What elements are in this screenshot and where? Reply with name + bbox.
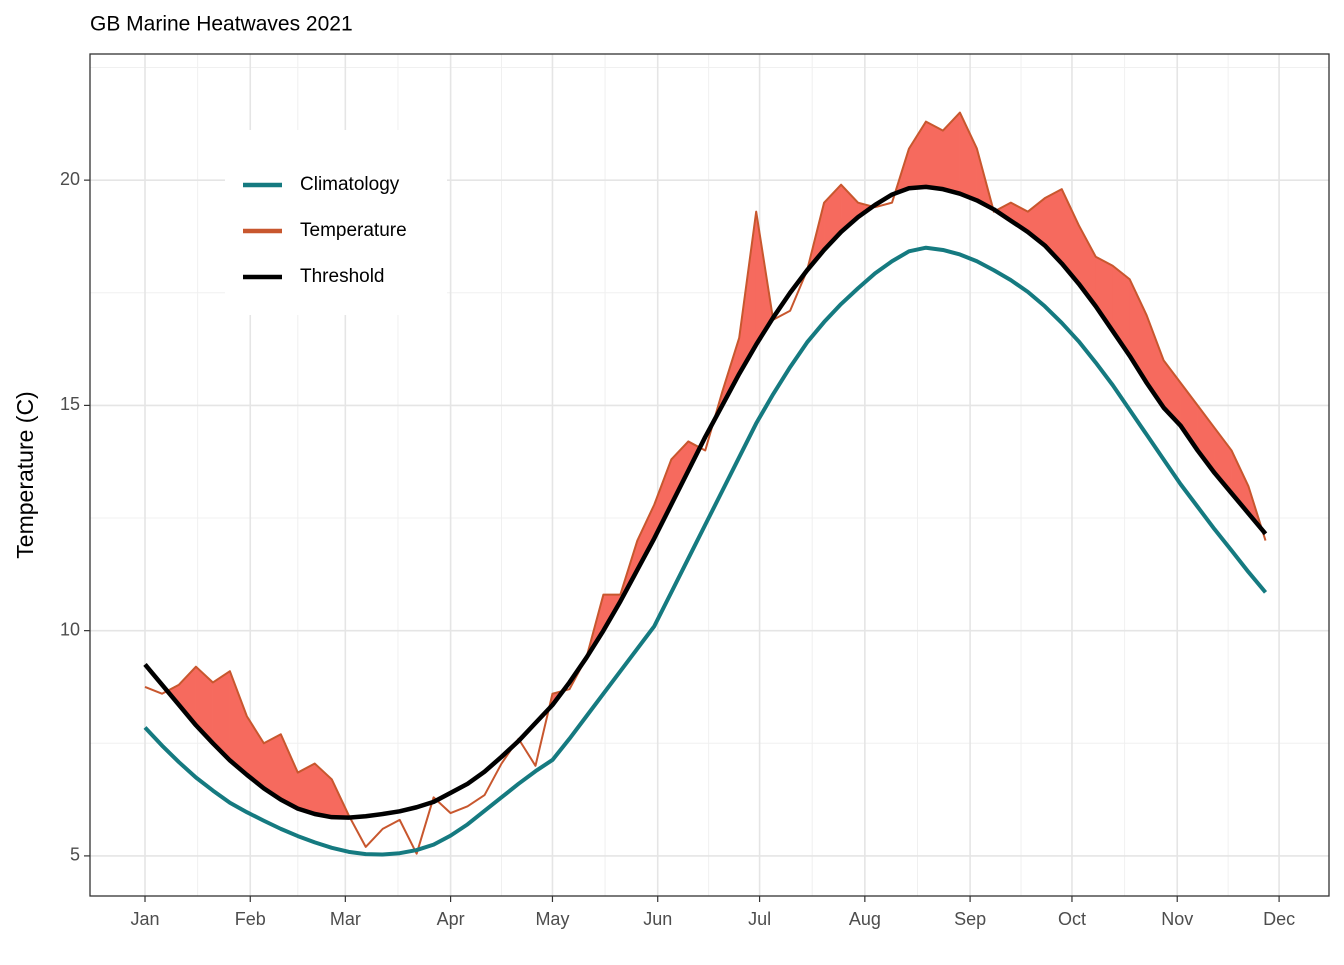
heatwave-fill: [925, 121, 944, 190]
x-tick-label: Dec: [1263, 909, 1295, 929]
x-tick-label: Oct: [1058, 909, 1086, 929]
x-tick-label: Nov: [1161, 909, 1193, 929]
legend-label: Temperature: [300, 220, 407, 241]
y-tick-label: 20: [60, 169, 80, 189]
x-tick-label: May: [535, 909, 569, 929]
y-axis-label: Temperature (C): [12, 391, 38, 558]
y-tick-label: 10: [60, 619, 80, 639]
chart-title: GB Marine Heatwaves 2021: [90, 13, 353, 36]
x-tick-label: Jun: [643, 909, 672, 929]
x-tick-label: Feb: [235, 909, 266, 929]
legend-box: [225, 130, 447, 315]
line-climatology: [143, 245, 1268, 857]
x-tick-label: Apr: [437, 909, 465, 929]
x-tick-label: Sep: [954, 909, 986, 929]
x-tick-label: Jan: [130, 909, 159, 929]
legend-label: Threshold: [300, 266, 385, 287]
panel-border: [89, 53, 1330, 897]
x-tick-label: Aug: [849, 909, 881, 929]
y-tick-label: 5: [70, 845, 80, 865]
legend-label: Climatology: [300, 174, 400, 195]
x-tick-label: Mar: [330, 909, 361, 929]
line-threshold: [143, 184, 1268, 820]
y-tick-label: 15: [60, 394, 80, 414]
x-tick-label: Jul: [748, 909, 771, 929]
line-temperature: [144, 111, 1267, 855]
